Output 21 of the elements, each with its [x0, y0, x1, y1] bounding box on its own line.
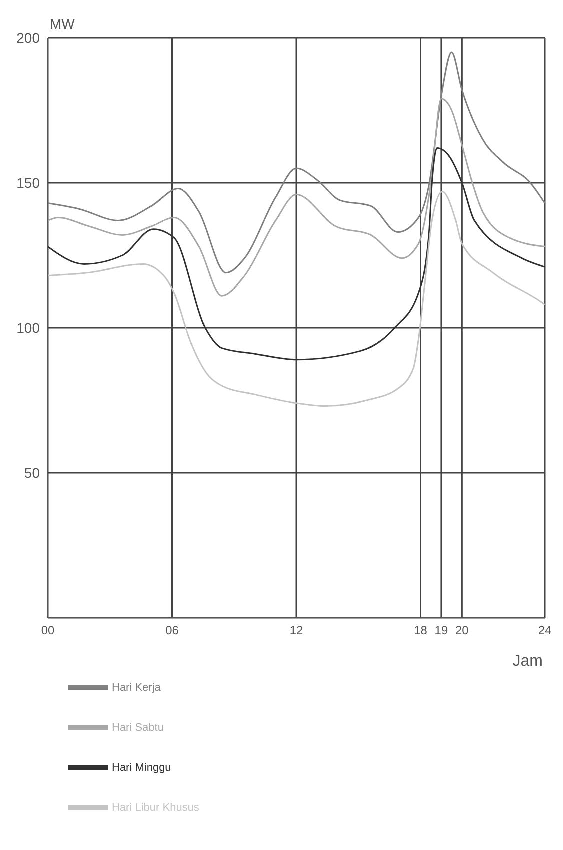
line-series — [48, 147, 545, 361]
legend-label: Hari Sabtu — [112, 722, 164, 734]
legend-label: Hari Minggu — [112, 762, 172, 774]
x-tick-label: 12 — [290, 624, 304, 638]
y-tick-label: 150 — [16, 174, 40, 191]
x-tick-label: 19 — [434, 624, 448, 638]
x-tick-label: 06 — [166, 624, 180, 638]
legend-label: Hari Libur Khusus — [112, 802, 200, 814]
y-tick-label: 50 — [24, 464, 40, 481]
x-tick-label: 18 — [414, 624, 428, 638]
x-tick-label: 00 — [41, 624, 55, 638]
line-series — [48, 98, 545, 297]
line-series — [48, 52, 545, 274]
y-tick-label: 100 — [16, 320, 40, 336]
x-tick-label: 24 — [538, 624, 552, 638]
legend-label: Hari Kerja — [112, 682, 161, 694]
line-series — [48, 190, 545, 408]
y-axis-title: MW — [50, 16, 75, 32]
x-tick-label: 20 — [455, 624, 470, 638]
x-axis-title: Jam — [512, 653, 543, 670]
y-tick-label: 200 — [16, 30, 40, 46]
